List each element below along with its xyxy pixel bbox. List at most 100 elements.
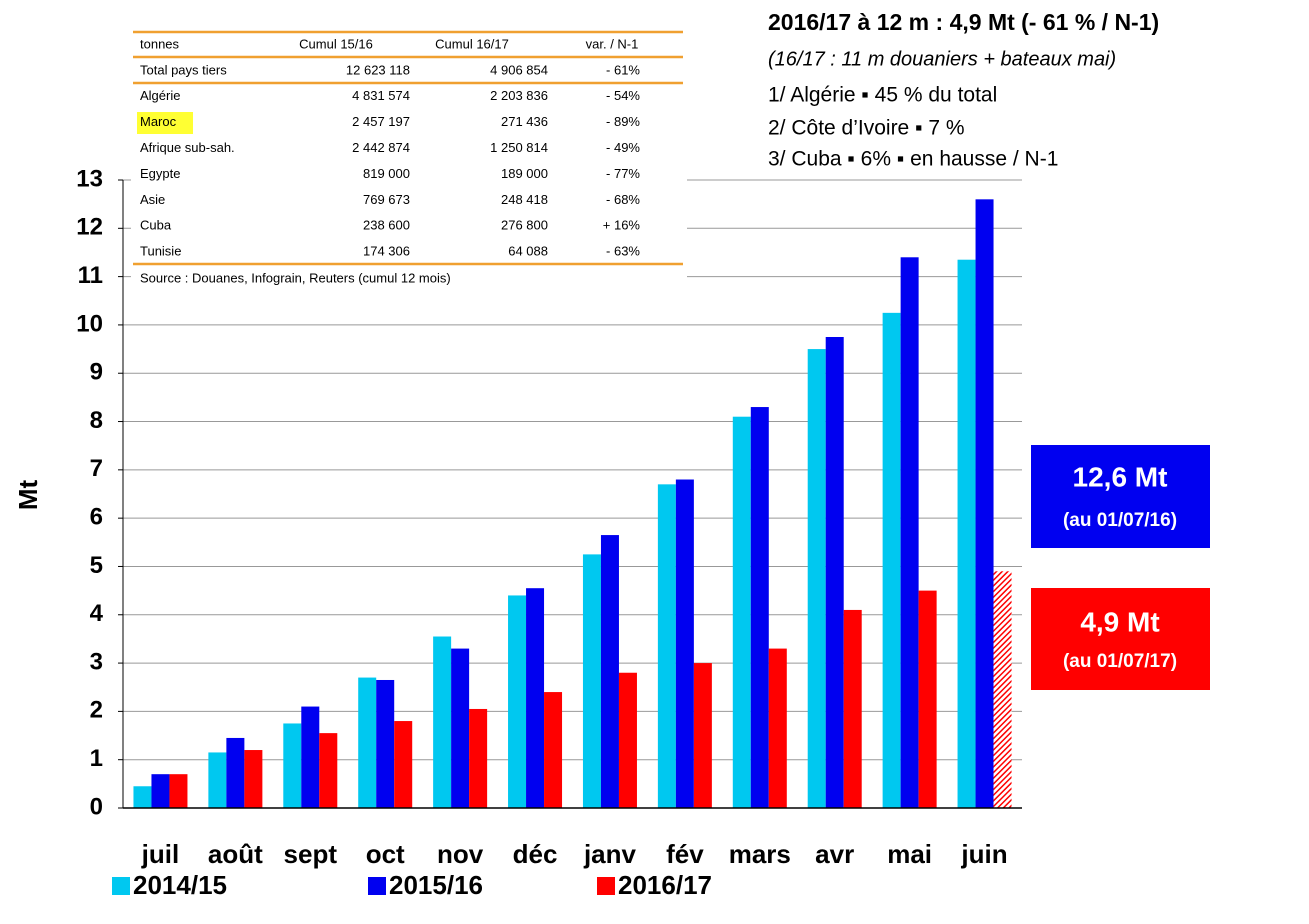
table-cell: 2 442 874 — [352, 140, 410, 155]
table-cell: 248 418 — [501, 192, 548, 207]
table-cell: 2 203 836 — [490, 88, 548, 103]
bar — [843, 609, 862, 808]
box-value: 4,9 Mt — [1080, 606, 1159, 637]
bar — [526, 588, 545, 808]
table-cell: 1 250 814 — [490, 140, 548, 155]
bar — [169, 774, 188, 808]
y-tick-label: 9 — [90, 359, 103, 386]
bar — [807, 349, 826, 808]
table-cell: 12 623 118 — [346, 62, 410, 77]
highlight — [137, 112, 193, 134]
bar — [508, 595, 527, 808]
table-cell: Egypte — [140, 166, 180, 181]
y-tick-label: 10 — [76, 310, 103, 337]
bar — [433, 636, 452, 808]
y-tick-label: 0 — [90, 793, 103, 820]
bar — [657, 484, 676, 808]
table-cell: 64 088 — [508, 244, 548, 259]
y-tick-label: 3 — [90, 648, 103, 675]
bar — [918, 590, 937, 808]
table-header: Cumul 16/17 — [435, 36, 509, 51]
bar — [618, 672, 637, 808]
table-cell: 4 831 574 — [352, 88, 410, 103]
table-cell: - 77% — [606, 166, 640, 181]
y-tick-label: 7 — [90, 455, 103, 482]
note: (16/17 : 11 m douaniers + bateaux mai) — [768, 48, 1116, 70]
table-cell: 2 457 197 — [352, 114, 410, 129]
legend-swatch — [597, 877, 615, 895]
table-cell: Tunisie — [140, 244, 181, 259]
x-tick-label: juil — [141, 839, 180, 869]
y-tick-label: 1 — [90, 745, 103, 772]
x-tick-label: sept — [284, 839, 338, 869]
box-date: (au 01/07/16) — [1063, 510, 1177, 531]
legend-label: 2015/16 — [389, 870, 483, 900]
bar — [283, 723, 302, 808]
bar — [469, 708, 488, 808]
table-cell: Maroc — [140, 114, 177, 129]
bar — [301, 706, 320, 808]
y-axis-label: Mt — [13, 480, 43, 511]
bar — [376, 679, 395, 808]
bar — [226, 737, 245, 808]
x-tick-label: janv — [583, 839, 637, 869]
table-cell: Total pays tiers — [140, 62, 227, 77]
table-cell: - 68% — [606, 192, 640, 207]
bar — [544, 692, 563, 808]
bar — [750, 407, 769, 808]
table-background — [131, 28, 687, 290]
table-cell: - 61% — [606, 62, 640, 77]
x-tick-label: mars — [729, 839, 791, 869]
bar — [151, 774, 170, 808]
bar — [394, 721, 413, 808]
total-box — [1031, 588, 1210, 690]
table-source: Source : Douanes, Infograin, Reuters (cu… — [140, 270, 451, 285]
bar — [993, 571, 1012, 808]
annotation-line: 3/ Cuba ▪ 6% ▪ en hausse / N-1 — [768, 148, 1058, 171]
legend-swatch — [368, 877, 386, 895]
bar — [582, 554, 601, 808]
headline: 2016/17 à 12 m : 4,9 Mt (- 61 % / N-1) — [768, 9, 1159, 35]
bar — [244, 750, 263, 808]
legend-swatch — [112, 877, 130, 895]
table-header: tonnes — [140, 36, 180, 51]
table-cell: - 54% — [606, 88, 640, 103]
bar — [133, 786, 152, 808]
y-tick-label: 13 — [76, 165, 103, 192]
table-cell: - 63% — [606, 244, 640, 259]
bar — [732, 416, 751, 808]
y-tick-label: 6 — [90, 503, 103, 530]
bar — [600, 535, 619, 808]
annotation-line: 2/ Côte d’Ivoire ▪ 7 % — [768, 117, 965, 140]
total-box — [1031, 445, 1210, 548]
table-header: var. / N-1 — [586, 36, 639, 51]
table-cell: 819 000 — [363, 166, 410, 181]
bar — [451, 648, 470, 808]
x-tick-label: juin — [960, 839, 1007, 869]
table-cell: + 16% — [603, 218, 641, 233]
table-cell: 238 600 — [363, 218, 410, 233]
table-cell: 174 306 — [363, 244, 410, 259]
table-cell: Cuba — [140, 218, 172, 233]
bar — [675, 479, 694, 808]
table-cell: Afrique sub-sah. — [140, 140, 235, 155]
table-cell: Algérie — [140, 88, 180, 103]
bar — [825, 337, 844, 808]
annotation-line: 1/ Algérie ▪ 45 % du total — [768, 84, 997, 107]
bar — [975, 199, 994, 809]
x-tick-label: nov — [437, 839, 484, 869]
x-tick-label: fév — [666, 839, 704, 869]
bar — [693, 663, 712, 808]
bar — [957, 259, 976, 808]
table-cell: - 89% — [606, 114, 640, 129]
bar — [768, 648, 787, 808]
table-cell: Asie — [140, 192, 165, 207]
x-tick-label: avr — [815, 839, 854, 869]
legend-label: 2014/15 — [133, 870, 227, 900]
y-tick-label: 4 — [90, 600, 104, 627]
y-tick-label: 11 — [78, 262, 103, 289]
bar — [882, 312, 901, 808]
legend-label: 2016/17 — [618, 870, 712, 900]
table-cell: - 49% — [606, 140, 640, 155]
table-cell: 769 673 — [363, 192, 410, 207]
